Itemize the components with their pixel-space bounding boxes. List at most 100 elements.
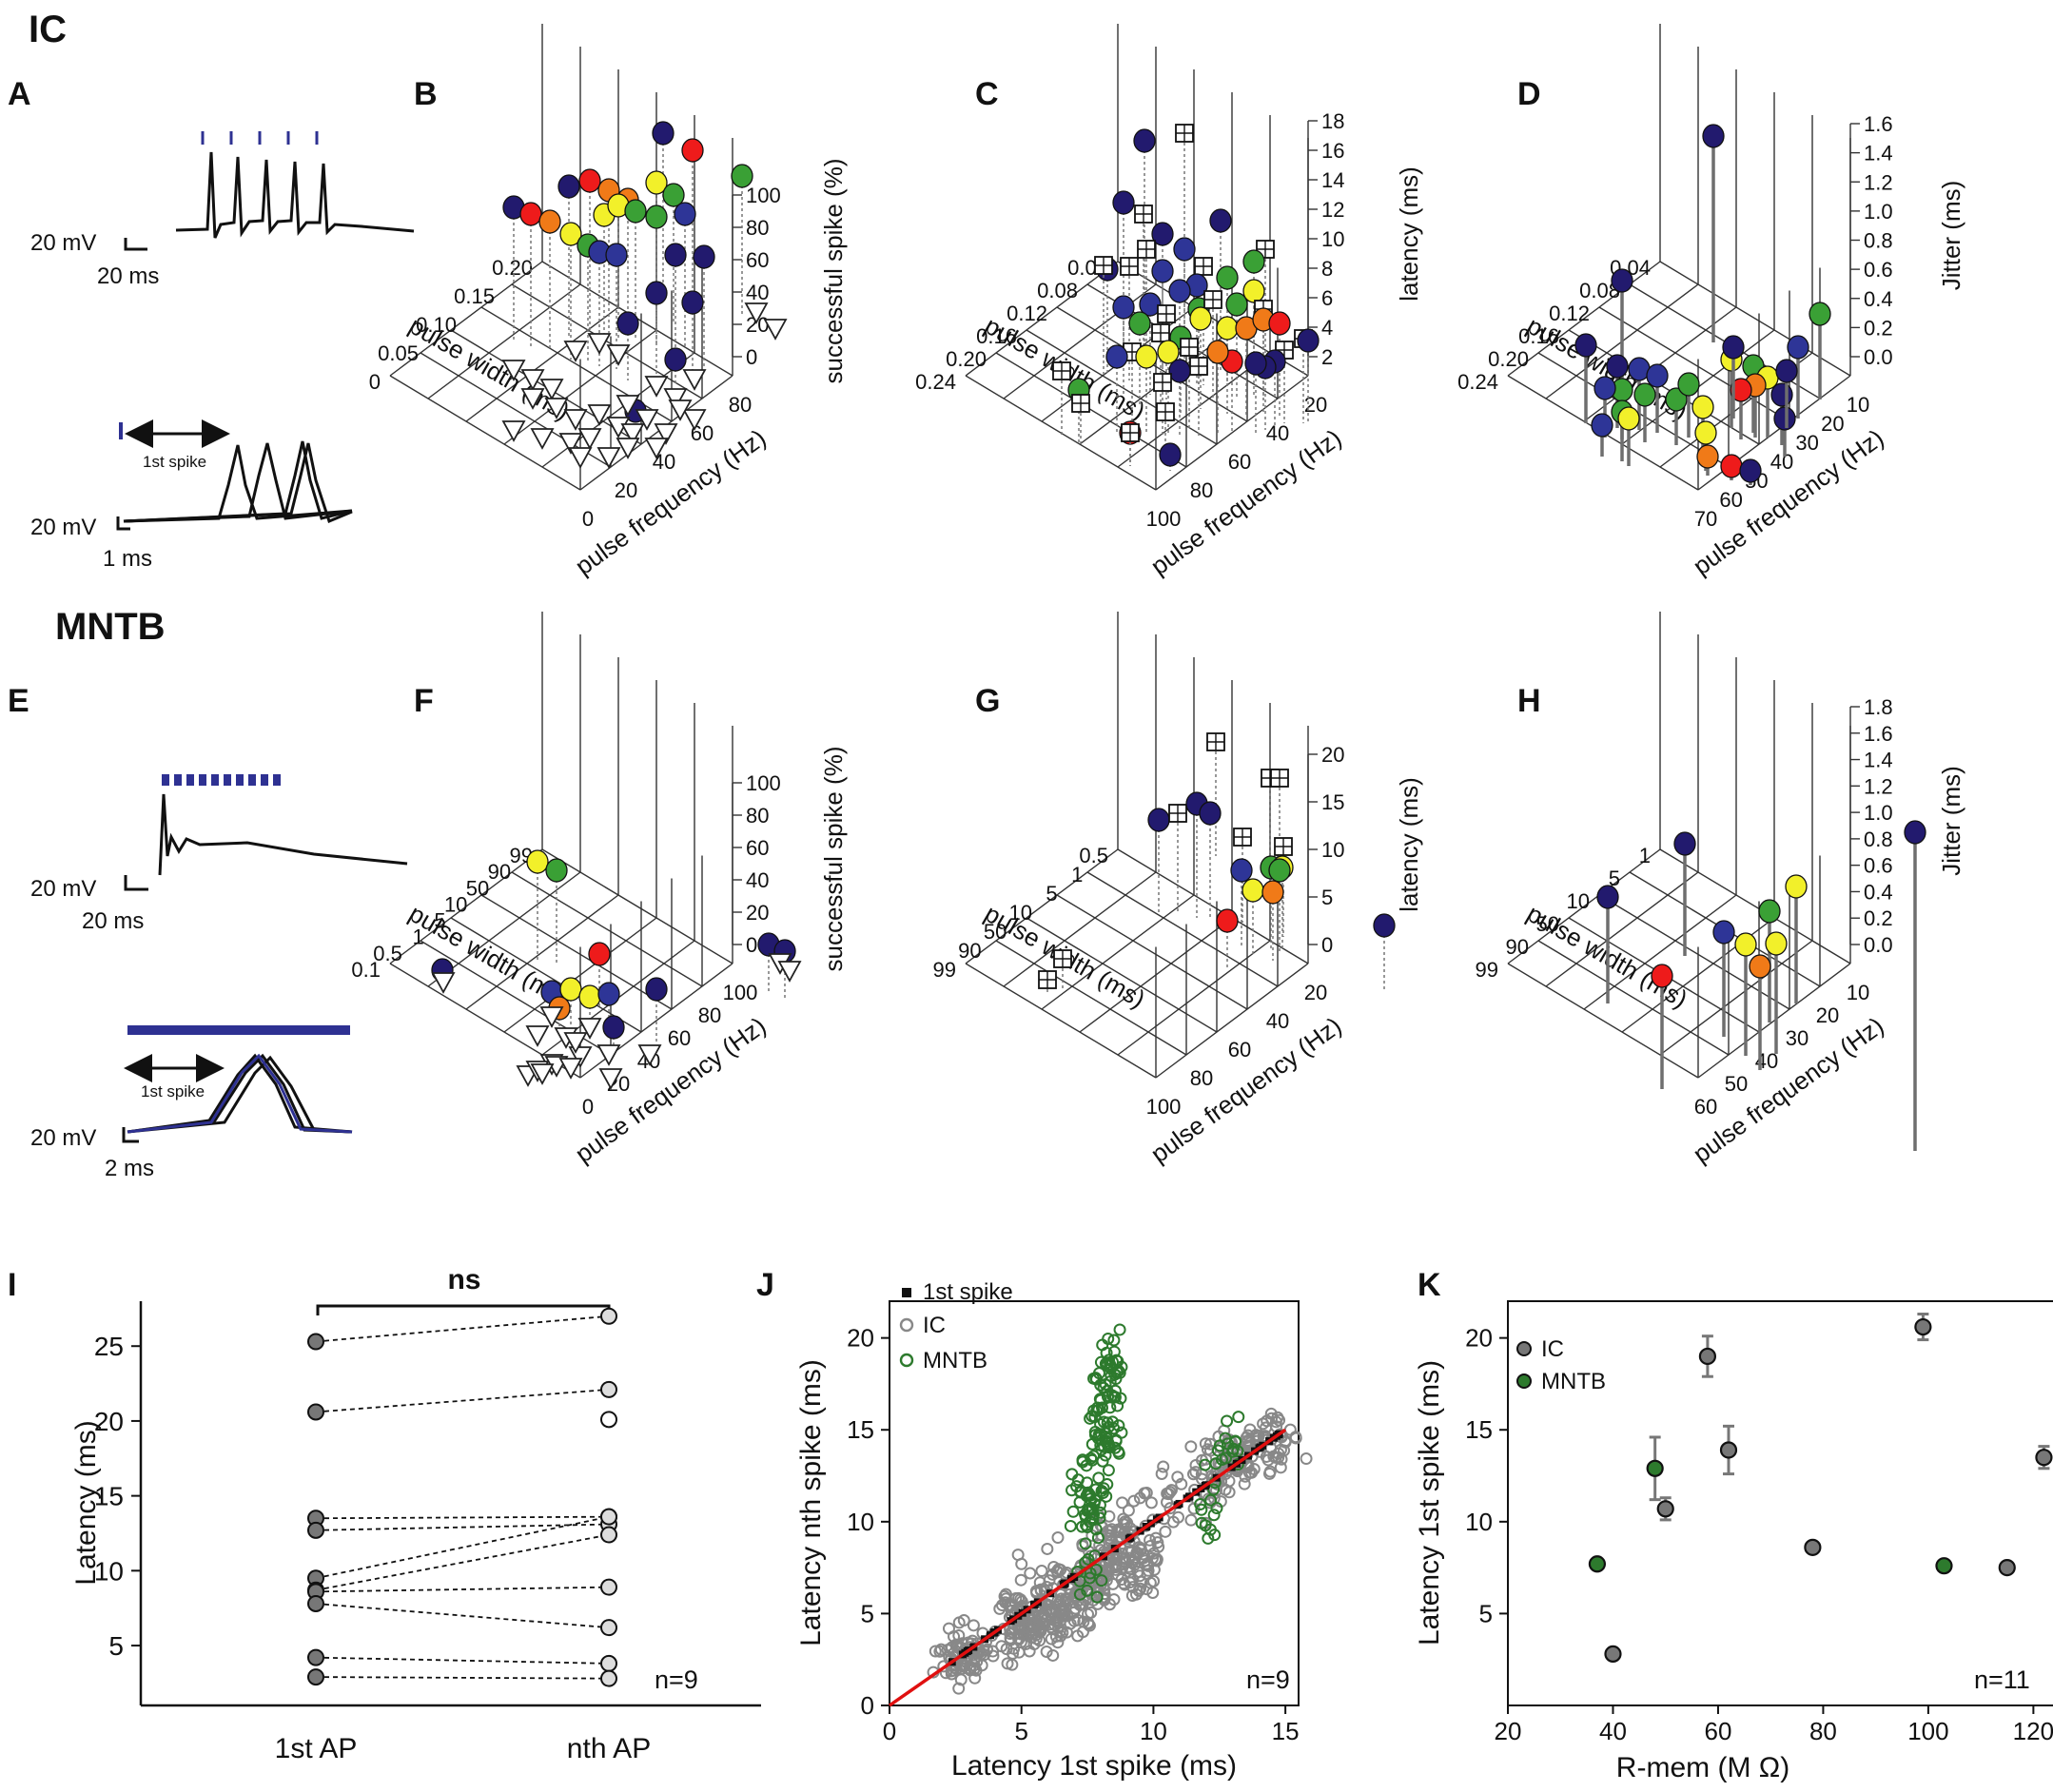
data-ball-marker bbox=[652, 121, 675, 146]
floor-grid-line bbox=[1507, 848, 1661, 964]
panel-b-3d-plot: 100 80 60 40 20 0 successful spike (%) 0.20 0.15… bbox=[369, 24, 848, 580]
panel-label-e: E bbox=[8, 683, 29, 719]
floor-grid-line bbox=[511, 871, 703, 987]
x-tick-label: 0.20 bbox=[946, 347, 987, 371]
j-identity-line bbox=[888, 1428, 1287, 1707]
j-ic-point bbox=[1166, 1515, 1180, 1529]
data-ball-marker bbox=[1765, 931, 1788, 956]
data-ball-marker bbox=[559, 222, 582, 246]
y-tick-label: 60 bbox=[1228, 450, 1251, 474]
z-tick-label: 1.0 bbox=[1864, 801, 1893, 825]
k-mntb-point bbox=[1588, 1555, 1607, 1573]
data-ball-marker bbox=[616, 311, 639, 336]
zero-success-triangle bbox=[539, 379, 564, 400]
j-ic-point bbox=[1097, 1560, 1110, 1573]
data-ball-marker bbox=[1151, 222, 1174, 246]
z-tick-label: 1.6 bbox=[1864, 722, 1893, 746]
scale-bar-a bbox=[124, 238, 147, 251]
j-x-tick-label: 10 bbox=[1140, 1717, 1167, 1745]
z-tick-label: 1.8 bbox=[1864, 695, 1893, 719]
j-ic-point bbox=[1144, 1576, 1157, 1589]
floor-grid-line bbox=[1026, 329, 1218, 445]
j-n-label: n=9 bbox=[1246, 1665, 1290, 1694]
data-ball-marker bbox=[1105, 344, 1128, 369]
j-y-tick-label: 20 bbox=[847, 1324, 874, 1353]
j-ic-point bbox=[1056, 1626, 1069, 1639]
zero-success-triangle bbox=[558, 1058, 583, 1080]
zero-success-triangle bbox=[431, 972, 456, 994]
j-ic-point bbox=[972, 1646, 986, 1660]
scale-v-e2: 20 mV bbox=[30, 1125, 96, 1151]
floor-grid-line bbox=[465, 306, 619, 422]
j-mntb-point bbox=[1112, 1364, 1125, 1377]
j-mntb-point bbox=[1089, 1563, 1103, 1576]
i-1st-ap-point bbox=[307, 1403, 324, 1421]
panel-j-chart: 0 5 10 15 0 5 10 15 20 Latency nth spike (ms) La… bbox=[795, 1279, 1313, 1782]
data-ball-marker bbox=[1739, 458, 1762, 483]
k-y-tick-label: 15 bbox=[1465, 1415, 1493, 1444]
j-x-tick-label: 5 bbox=[1014, 1717, 1027, 1745]
j-ic-point bbox=[1212, 1430, 1225, 1443]
floor-grid-line bbox=[1155, 375, 1309, 491]
z-tick-label: 0.6 bbox=[1864, 854, 1893, 878]
j-mntb-point bbox=[1220, 1451, 1233, 1465]
data-ball-marker bbox=[1787, 335, 1809, 360]
j-ic-point bbox=[1150, 1554, 1163, 1568]
i-nth-ap-point bbox=[600, 1508, 617, 1526]
z-tick-label: 14 bbox=[1321, 168, 1344, 192]
panel-label-k: K bbox=[1418, 1267, 1441, 1303]
j-ic-point bbox=[1140, 1486, 1153, 1499]
z-tick-label: 1.2 bbox=[1864, 774, 1893, 798]
panel-label-c: C bbox=[975, 76, 999, 112]
y-tick-label: 30 bbox=[1795, 431, 1818, 455]
j-ic-point bbox=[1161, 1495, 1174, 1509]
i-y-tick-label: 20 bbox=[94, 1407, 124, 1436]
data-ball-marker bbox=[1651, 964, 1673, 988]
data-ball-marker bbox=[1242, 249, 1265, 274]
first-spike-label-e: 1st spike bbox=[141, 1082, 205, 1101]
zero-success-triangle bbox=[596, 447, 621, 469]
i-pair-line bbox=[315, 1515, 610, 1580]
panel-label-i: I bbox=[8, 1267, 16, 1303]
j-ic-point bbox=[1122, 1504, 1135, 1517]
i-1st-ap-point bbox=[307, 1594, 324, 1612]
stimulus-train-e bbox=[162, 774, 281, 786]
floor-grid-line bbox=[965, 261, 1119, 377]
j-ic-point bbox=[1034, 1625, 1047, 1638]
y-tick-label: 0 bbox=[582, 507, 594, 531]
j-ic-point bbox=[1263, 1465, 1277, 1478]
data-ball-marker bbox=[1373, 913, 1396, 938]
zero-success-triangle bbox=[539, 1006, 564, 1028]
zero-success-triangle bbox=[568, 447, 593, 469]
scale-t-a: 20 ms bbox=[97, 263, 159, 289]
zero-success-triangle bbox=[654, 423, 678, 445]
j-mntb-point bbox=[1066, 1505, 1080, 1518]
j-mntb-point bbox=[1221, 1414, 1234, 1428]
j-ic-point bbox=[1144, 1496, 1158, 1510]
panel-a-traces: 20 mV 20 ms 1st spike 20 mV 1 ms bbox=[30, 131, 415, 572]
j-mntb-point bbox=[1090, 1590, 1104, 1604]
x-tick-label: 99 bbox=[933, 958, 956, 982]
k-ic-point bbox=[1656, 1500, 1674, 1518]
data-ball-marker bbox=[602, 1015, 625, 1040]
section-mntb-label: MNTB bbox=[55, 606, 166, 648]
x-tick-label: 0.24 bbox=[915, 370, 956, 394]
j-mntb-point bbox=[1199, 1458, 1212, 1471]
j-mntb-point bbox=[1095, 1443, 1108, 1456]
j-ic-point bbox=[1238, 1477, 1251, 1490]
i-nth-ap-point bbox=[600, 1307, 617, 1325]
z-tick-label: 0 bbox=[746, 933, 757, 957]
x-axis-title: pulse width (ms) bbox=[404, 311, 575, 426]
y-tick-label: 70 bbox=[1694, 507, 1717, 531]
z-tick-label: 4 bbox=[1321, 316, 1333, 340]
i-nth-ap-unpaired-point bbox=[600, 1411, 617, 1429]
i-pair-line bbox=[315, 1656, 610, 1665]
j-ic-point bbox=[1051, 1531, 1065, 1545]
panel-label-a: A bbox=[8, 76, 31, 112]
z-tick-label: 8 bbox=[1321, 257, 1333, 281]
data-ball-marker bbox=[1261, 880, 1284, 905]
x-tick-label: 0.5 bbox=[373, 942, 402, 965]
data-ball-marker bbox=[1694, 420, 1717, 445]
